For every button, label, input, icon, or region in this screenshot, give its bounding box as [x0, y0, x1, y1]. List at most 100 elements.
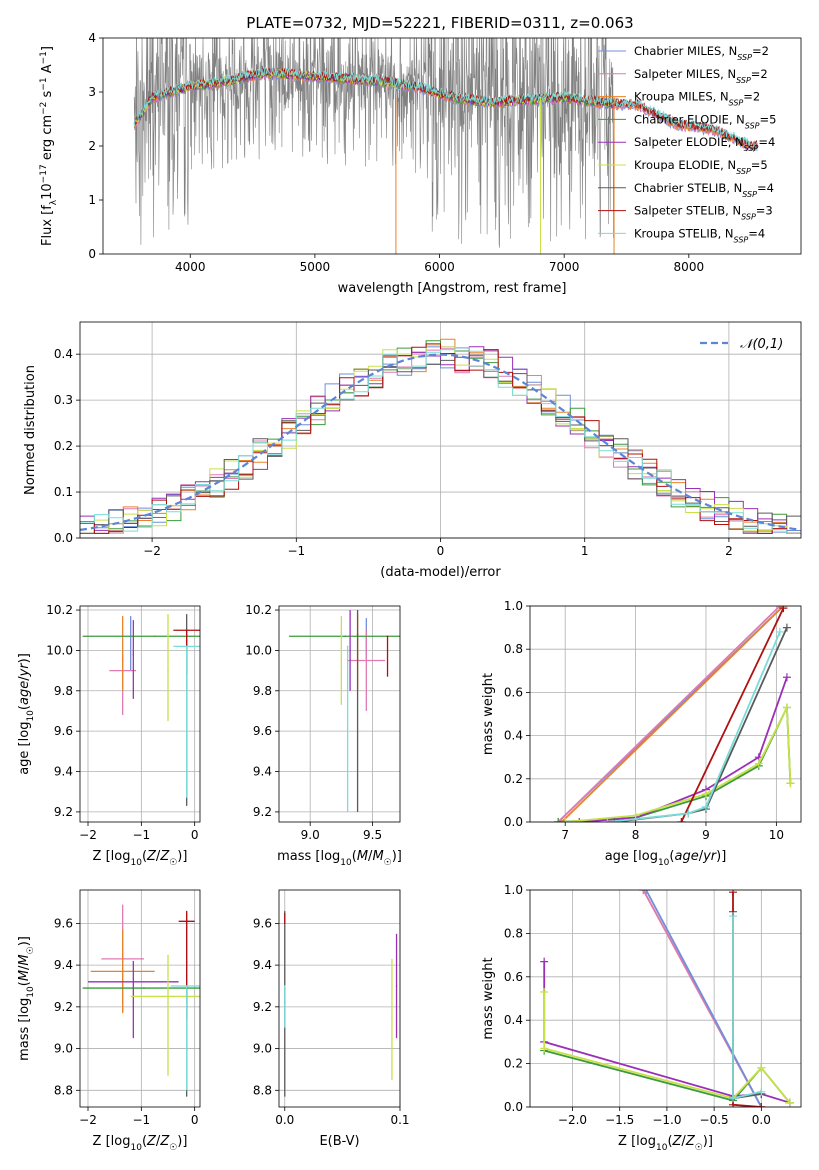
series-marker [701, 802, 710, 811]
label-part: Z [159, 1134, 170, 1149]
legend-entry: 𝒩(0,1) [740, 337, 783, 352]
label-part: / [699, 849, 704, 864]
label-part: mass [log [17, 998, 32, 1061]
x-tick-label: 2 [725, 544, 733, 558]
y-tick-label: 9.2 [253, 1000, 272, 1014]
label-part: 10 [130, 858, 142, 868]
x-tick-label: 10 [769, 828, 784, 842]
y-tick-label: 9.4 [253, 958, 272, 972]
figure-title: PLATE=0732, MJD=52221, FIBERID=0311, z=0… [246, 14, 633, 32]
x-tick-label: 1 [581, 544, 589, 558]
label-part: 10 [656, 1143, 668, 1153]
series-marker [642, 890, 651, 894]
y-tick-label: 1.0 [504, 599, 523, 613]
x-tick-label: −2 [79, 1113, 97, 1127]
y-tick-label: 1.0 [504, 883, 523, 897]
label-part: Flux [f [40, 205, 55, 246]
data-point [185, 985, 188, 987]
label-part: 10 [26, 710, 36, 722]
data-point [121, 970, 124, 973]
label-part: Z [159, 849, 170, 864]
label-part: −1 [39, 51, 49, 64]
y-tick-label: 0.4 [54, 347, 73, 361]
x-tick-label: 0 [191, 1113, 199, 1127]
series-marker [754, 759, 763, 768]
label-part: mass weight [481, 673, 496, 755]
y-tick-label: 9.6 [253, 916, 272, 930]
label-part: )] [716, 849, 726, 864]
legend-text: Salpeter STELIB, N [634, 204, 741, 218]
label-part: / [17, 965, 32, 970]
axes-frame [79, 889, 201, 1108]
label-part: yr [702, 849, 718, 864]
y-tick-label: 9.6 [54, 916, 73, 930]
label-part: −17 [39, 164, 49, 183]
grid [530, 889, 801, 1108]
legend-entry: Chabrier STELIB, NSSP=4 [634, 181, 774, 199]
x-tick-label: 0.1 [390, 1113, 409, 1127]
axes: −2 −1 0 1 2 0.0 0.1 0.2 0.3 0.4 (data-model)/error… [23, 321, 802, 580]
x-tick-label: −1.5 [605, 1113, 634, 1127]
series-marker [729, 1094, 738, 1103]
data-point [185, 920, 188, 923]
mass-vs-ebv-panel: 0.0 0.1 8.8 9.0 9.2 9.4 9.6 E(B-V) [253, 889, 410, 1149]
series-line-kroupa-elodie [565, 704, 792, 822]
axes-frame [278, 605, 401, 823]
x-axis-label: Z [log10(Z/Z☉)] [93, 849, 188, 868]
plot-area [80, 338, 801, 534]
legend-subscript: SSP [741, 212, 756, 221]
legend-text: Salpeter ELODIE, N [634, 135, 744, 149]
axes-frame [79, 605, 201, 823]
label-part: ] [40, 46, 55, 51]
y-tick-label: 2 [88, 139, 96, 153]
y-tick-label: 0.0 [504, 1100, 523, 1114]
series-marker [701, 789, 710, 798]
label-part: age [674, 849, 698, 864]
legend-entry: Salpeter MILES, NSSP=2 [634, 67, 768, 85]
y-tick-label: 9.0 [54, 1042, 73, 1056]
y-tick-label: 10.0 [245, 643, 272, 657]
plot-area [540, 890, 794, 1107]
x-tick-label: 8000 [674, 260, 705, 274]
series-marker [782, 703, 791, 712]
legend-text: Kroupa ELODIE, N [634, 158, 736, 172]
x-tick-label: 0 [437, 544, 445, 558]
label-part: ☉ [169, 1143, 177, 1153]
y-tick-label: 4 [88, 31, 96, 45]
data-point [121, 659, 124, 662]
axes: −2 −1 08.89.09.29.49.6Z [log10(Z/Z☉)]mass … [17, 889, 201, 1153]
data-point [391, 1016, 393, 1019]
label-part: / [17, 676, 32, 681]
histogram-step-chabrier-stelib [80, 354, 801, 534]
data-point [132, 981, 135, 983]
y-axis-label: Normed distribution [23, 365, 38, 495]
label-part: −1 [39, 77, 49, 90]
label-part: age [log [605, 849, 658, 864]
series-line-salpeter-stelib [680, 607, 785, 822]
x-axis-label: Z [log10(Z/Z☉)] [618, 1134, 713, 1153]
y-axis-label: mass weight [481, 957, 496, 1039]
x-tick-label: −1 [132, 828, 150, 842]
mass-weight-vs-Z-panel: −2.0 −1.5 −1.0 −0.5 0.0 0.0 0.2 0.4 0.6 0.8 1.0 Z [… [481, 883, 802, 1153]
legend-text-suffix: =2 [743, 90, 760, 104]
label-part: yr [17, 662, 32, 678]
y-axis-label: mass weight [481, 673, 496, 755]
y-tick-label: 9.8 [54, 684, 73, 698]
legend-subscript: SSP [745, 121, 760, 130]
y-tick-label: 8.8 [54, 1083, 73, 1097]
label-part: ( [669, 849, 674, 864]
axes: −2.0 −1.5 −1.0 −0.5 0.0 0.0 0.2 0.4 0.6 0.8 1.0 Z [… [481, 883, 802, 1153]
series-marker [610, 818, 619, 822]
histogram-step-kroupa-stelib [80, 347, 801, 534]
legend-subscript: SSP [729, 98, 744, 107]
model-line-salpeter-stelib [133, 66, 758, 149]
series-marker [729, 890, 738, 897]
label-part: 10 [658, 858, 670, 868]
legend-text: Kroupa MILES, N [634, 90, 729, 104]
series-marker [786, 779, 795, 788]
legend-text-suffix: =3 [756, 204, 773, 218]
label-part: ☉ [384, 858, 392, 868]
x-tick-label: 9.0 [301, 828, 320, 842]
data-point [349, 649, 351, 652]
label-part: Z [672, 1134, 683, 1149]
